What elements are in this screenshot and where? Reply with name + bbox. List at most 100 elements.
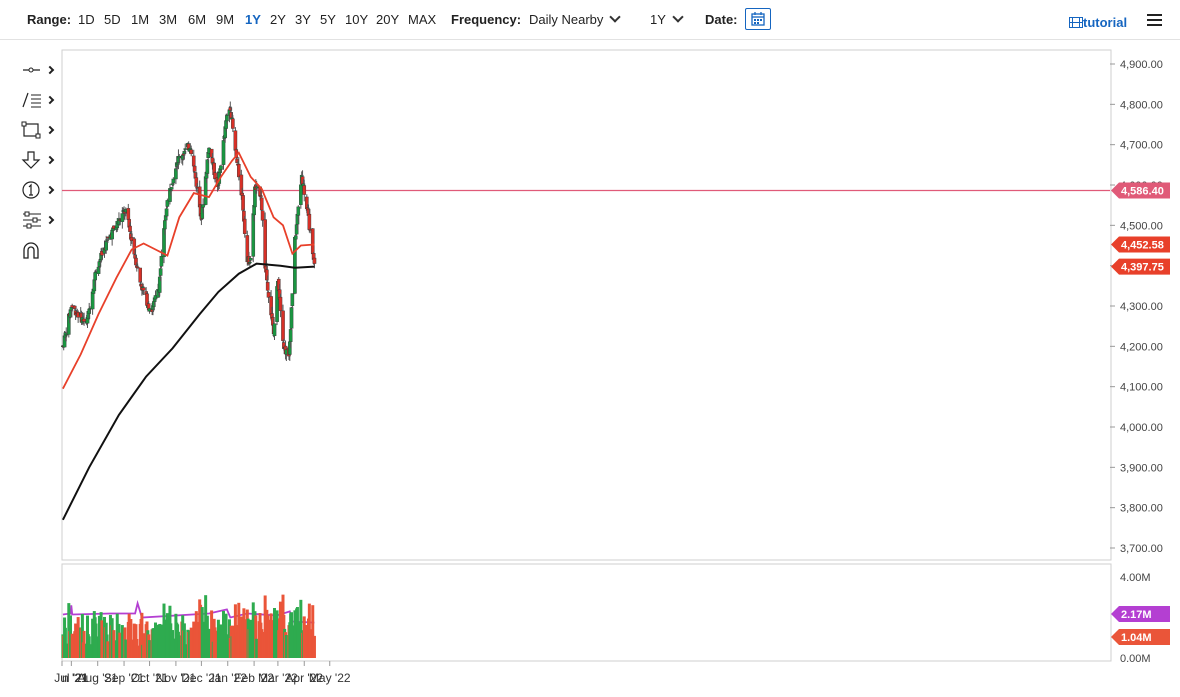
volume-bar — [199, 604, 203, 658]
volume-bar — [284, 635, 288, 658]
date-picker-button[interactable] — [745, 8, 771, 30]
period-select[interactable]: 1Y — [650, 11, 684, 28]
x-tick-label: n '21 — [62, 671, 88, 685]
volume-bar — [225, 634, 229, 658]
candle-body — [259, 197, 264, 211]
trend-tools-icon — [22, 92, 41, 108]
range-20y-button[interactable]: 20Y — [376, 12, 400, 27]
volume-bar — [182, 623, 186, 658]
volume-bar — [94, 623, 98, 658]
frequency-label: Frequency: — [451, 12, 522, 27]
volume-bar — [311, 605, 315, 658]
range-3m-button[interactable]: 3M — [159, 12, 178, 27]
volume-bar — [207, 628, 211, 658]
volume-bar — [115, 613, 119, 658]
x-tick-label: Nov '21 — [156, 671, 197, 685]
candle-body — [310, 228, 315, 255]
range-1y-button[interactable]: 1Y — [245, 12, 261, 27]
candle-body — [138, 267, 143, 283]
candle-body — [175, 162, 180, 166]
volume-bar — [159, 624, 163, 658]
range-10y-button[interactable]: 10Y — [345, 12, 369, 27]
candle-body — [281, 310, 285, 341]
date-label: Date: — [705, 12, 738, 27]
candle-body — [72, 305, 77, 309]
range-3y-button[interactable]: 3Y — [295, 12, 311, 27]
candle-body — [96, 266, 101, 274]
marker-tools-button[interactable] — [20, 180, 56, 202]
measure-tools-button[interactable] — [20, 210, 56, 232]
volume-bar — [296, 622, 300, 658]
range-max-button[interactable]: MAX — [408, 12, 437, 27]
volume-bar — [231, 625, 235, 658]
frequency-value: Daily Nearby — [529, 12, 604, 27]
range-6m-button[interactable]: 6M — [188, 12, 207, 27]
candle-body — [159, 256, 164, 267]
volume-bar — [237, 602, 241, 658]
candle-body — [248, 261, 252, 264]
chevron-down-icon — [609, 11, 622, 23]
candle-body — [312, 257, 317, 264]
fast-moving-average-line — [62, 151, 315, 390]
volume-bar — [290, 625, 294, 658]
range-1d-button[interactable]: 1D — [78, 12, 95, 27]
candle-body — [221, 140, 226, 165]
volume-bar — [269, 613, 273, 658]
candle-body — [170, 183, 175, 186]
candle-body — [307, 213, 312, 230]
candle-body — [134, 257, 138, 266]
y-tick-label: 4,500.00 — [1120, 220, 1163, 232]
volume-bar — [88, 644, 92, 658]
candle-body — [158, 268, 163, 276]
price-tag-label: 4,397.75 — [1121, 262, 1164, 274]
y-tick-label: 4,900.00 — [1120, 59, 1163, 71]
volume-bar — [308, 629, 312, 658]
candle-body — [168, 189, 173, 192]
price-tag — [1111, 258, 1170, 275]
candle-body — [135, 266, 140, 269]
volume-bar — [183, 644, 187, 658]
candle-body — [182, 150, 187, 154]
volume-bar — [177, 635, 181, 658]
trend-tools-button[interactable] — [20, 90, 56, 112]
candle-body — [189, 149, 194, 155]
candle-body — [278, 296, 283, 311]
volume-bar — [142, 633, 146, 658]
frequency-select[interactable]: Daily Nearby — [529, 11, 622, 28]
y-tick-label: 4,700.00 — [1120, 140, 1163, 152]
range-2y-button[interactable]: 2Y — [270, 12, 286, 27]
volume-bar — [293, 610, 297, 658]
y-tick-label: 3,700.00 — [1120, 543, 1163, 555]
volume-bar — [189, 627, 193, 658]
range-9m-button[interactable]: 9M — [216, 12, 235, 27]
candle-body — [296, 206, 301, 216]
magnet-tool-button[interactable] — [20, 240, 56, 262]
arrow-tools-button[interactable] — [20, 150, 56, 172]
price-tag — [1111, 182, 1170, 199]
candle-body — [90, 291, 95, 310]
candle-body — [228, 107, 233, 111]
slow-moving-average-line — [62, 262, 315, 521]
candle-body — [225, 115, 229, 122]
x-tick-label: Jul '21 — [54, 671, 89, 685]
range-5y-button[interactable]: 5Y — [320, 12, 336, 27]
hamburger-menu-icon[interactable] — [1147, 14, 1162, 26]
range-5d-button[interactable]: 5D — [104, 12, 121, 27]
range-1m-button[interactable]: 1M — [131, 12, 150, 27]
calendar-icon — [751, 12, 765, 26]
volume-bar — [67, 603, 71, 658]
volume-bar — [249, 619, 253, 658]
film-icon — [1069, 17, 1083, 28]
volume-bar — [63, 627, 67, 658]
price-chart[interactable]: 4,900.004,800.004,700.004,600.004,500.00… — [0, 40, 1180, 697]
volume-bar — [136, 645, 140, 658]
candle-body — [248, 258, 253, 261]
price-tag-label: 4,586.40 — [1121, 185, 1164, 197]
crosshair-icon — [23, 67, 40, 73]
crosshair-tool-button[interactable] — [20, 60, 56, 82]
volume-tag — [1111, 628, 1170, 645]
tutorial-link[interactable]: tutorial — [1069, 15, 1127, 30]
candle-body — [233, 130, 238, 151]
shape-tools-button[interactable] — [20, 120, 56, 142]
